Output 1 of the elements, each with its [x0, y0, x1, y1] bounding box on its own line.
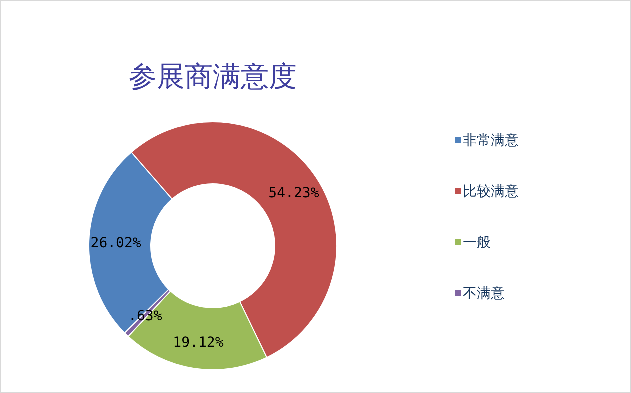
title: 参展商满意度 — [129, 60, 297, 93]
